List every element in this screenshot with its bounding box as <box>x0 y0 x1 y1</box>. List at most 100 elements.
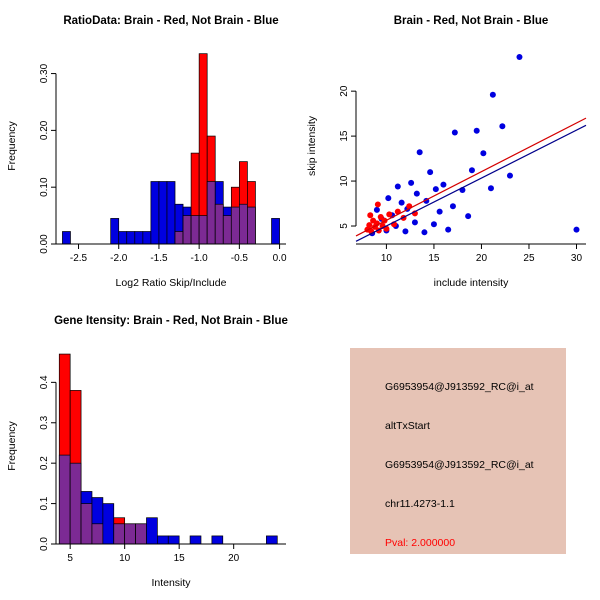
hist-bar <box>150 181 160 245</box>
panel-gene-info: G6953954@J913592_RC@i_at altTxStart G695… <box>300 300 600 600</box>
x-tick-label: 20 <box>228 553 240 564</box>
x-axis-label: Log2 Ratio Skip/Include <box>116 277 227 289</box>
scatter-point <box>416 149 423 156</box>
x-tick-label: 15 <box>428 253 440 264</box>
hist-bar-overlap <box>174 231 184 245</box>
intensity-scatter-chart: Brain - Red, Not Brain - Blue 10 15 20 25 30… <box>306 15 587 289</box>
x-axis-label: Intensity <box>151 577 191 589</box>
scatter-point <box>506 172 513 179</box>
panel-gene-histogram: Gene Itensity: Brain - Red, Not Brain - … <box>0 300 300 600</box>
y-axis-label: Frequency <box>6 420 18 470</box>
hist-bar <box>142 231 152 245</box>
scatter-point <box>408 179 415 186</box>
hist-bar-overlap <box>113 523 126 545</box>
scatter-point <box>465 213 472 220</box>
x-tick-label: 30 <box>571 253 583 264</box>
probe-id-bottom: G6953954@J913592_RC@i_at <box>385 459 534 471</box>
probe-id-top: G6953954@J913592_RC@i_at <box>385 381 534 393</box>
hist-bar-overlap <box>69 462 82 545</box>
y-tick-label: 0.00 <box>39 234 50 254</box>
hist-bar <box>266 535 278 545</box>
scatter-point <box>516 53 523 60</box>
splice-event-type: altTxStart <box>385 420 430 432</box>
scatter-point <box>394 183 401 190</box>
scatter-point <box>436 208 443 215</box>
y-axis-label: skip intensity <box>306 115 318 176</box>
y-tick-label: 0.20 <box>39 120 50 140</box>
scatter-point <box>573 226 580 233</box>
scatter-point <box>377 214 384 221</box>
ratio-histogram-title: RatioData: Brain - Red, Not Brain - Blue <box>63 15 278 27</box>
x-tick-label: 20 <box>476 253 488 264</box>
scatter-point <box>440 181 447 188</box>
y-tick-label: 0.10 <box>39 177 50 197</box>
x-tick-label: -1.5 <box>150 253 168 264</box>
scatter-point <box>402 228 409 235</box>
scatter-point <box>430 221 437 228</box>
y-tick-label: 0.3 <box>39 415 50 429</box>
x-tick-label: 15 <box>174 553 186 564</box>
hist-bar-overlap <box>190 215 200 245</box>
scatter-point <box>367 212 374 219</box>
scatter-point <box>411 219 418 226</box>
y-tick-label: 0.30 <box>39 63 50 83</box>
scatter-point <box>386 211 393 218</box>
hist-bar <box>166 181 176 245</box>
hist-bar <box>211 535 224 545</box>
hist-bar-overlap <box>80 503 93 545</box>
ratio-histogram-chart: RatioData: Brain - Red, Not Brain - Blue… <box>6 15 287 289</box>
hist-bar-overlap <box>124 523 136 545</box>
scatter-point <box>499 123 506 130</box>
pval-text: Pval: 2.000000 <box>385 537 456 549</box>
scatter-point <box>413 190 420 197</box>
hist-bar-overlap <box>247 206 256 245</box>
y-tick-label: 15 <box>339 130 350 142</box>
panel-scatter-plot: Brain - Red, Not Brain - Blue 10 15 20 25 30… <box>300 0 600 300</box>
y-tick-label: 20 <box>339 85 350 97</box>
y-tick-label: 0.0 <box>39 537 50 551</box>
y-axis-label: Frequency <box>6 120 18 170</box>
hist-bar-overlap <box>182 215 192 245</box>
scatter-point <box>445 226 452 233</box>
hist-bar <box>134 231 144 245</box>
gene-histogram-title: Gene Itensity: Brain - Red, Not Brain - … <box>54 315 288 327</box>
regression-line <box>355 124 587 242</box>
scatter-point <box>373 206 380 213</box>
hist-bar <box>102 503 115 545</box>
scatter-point <box>385 195 392 202</box>
x-tick-label: -0.5 <box>231 253 249 264</box>
hist-bar-overlap <box>198 215 208 245</box>
scatter-point <box>473 127 480 134</box>
y-tick-label: 10 <box>339 175 350 187</box>
x-tick-label: -2.0 <box>110 253 128 264</box>
scatter-point <box>449 203 456 210</box>
scatter-point <box>489 91 496 98</box>
x-tick-label: -2.5 <box>70 253 88 264</box>
hist-bar <box>126 231 136 245</box>
x-tick-label: -1.0 <box>191 253 209 264</box>
y-tick-label: 5 <box>339 223 350 229</box>
x-tick-label: 10 <box>381 253 393 264</box>
hist-bar-overlap <box>239 203 248 245</box>
scatter-point <box>480 150 487 157</box>
scatter-point <box>374 201 381 208</box>
scatter-point <box>421 229 428 236</box>
scatter-point <box>432 186 439 193</box>
hist-bar-overlap <box>135 523 147 545</box>
x-tick-label: 0.0 <box>273 253 287 264</box>
y-tick-label: 0.2 <box>39 456 50 470</box>
gene-info-box: G6953954@J913592_RC@i_at altTxStart G695… <box>350 348 566 554</box>
scatter-point <box>398 199 405 206</box>
y-tick-label: 0.1 <box>39 496 50 510</box>
x-tick-label: 25 <box>523 253 535 264</box>
hist-bar <box>62 231 71 245</box>
scatter-point <box>468 167 475 174</box>
scatter-point <box>427 169 434 176</box>
scatter-point <box>451 129 458 136</box>
hist-bar-overlap <box>214 203 224 245</box>
scatter-point <box>487 185 494 192</box>
scatter-plot-title: Brain - Red, Not Brain - Blue <box>394 15 549 27</box>
y-tick-label: 0.4 <box>39 375 50 389</box>
hist-bar <box>110 218 120 245</box>
